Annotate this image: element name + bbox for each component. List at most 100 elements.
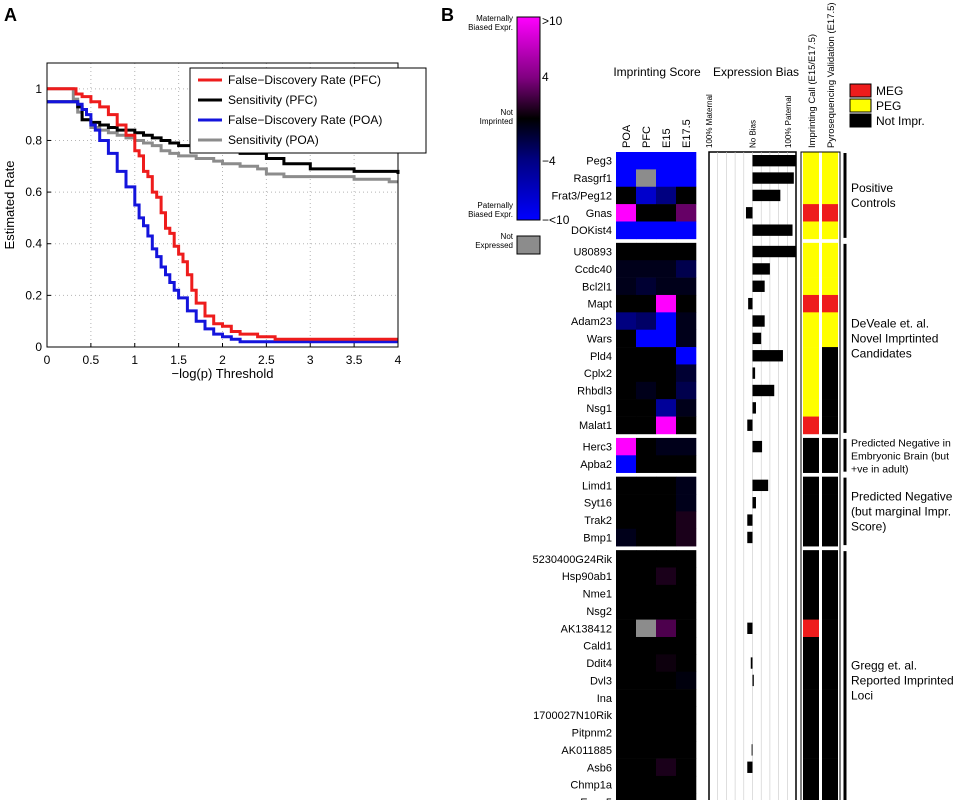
call-cell: [803, 636, 819, 655]
heatmap-cell: [616, 550, 637, 568]
panel-a-line-chart: 0 0.5 1 1.5 2 2.5 3 3.5 4 0 0.2 0.4 0.6 0.8 1 −log(p) T…: [2, 62, 427, 381]
heatmap-cell: [656, 381, 677, 400]
heatmap-cell: [676, 528, 697, 547]
bias-bar: [752, 479, 769, 492]
heatmap-cell: [656, 741, 677, 759]
heatmap-cell: [676, 636, 697, 655]
heatmap-cell: [616, 204, 637, 222]
bias-bar: [748, 297, 753, 310]
pyro-cell: [822, 775, 838, 794]
pyro-cell: [822, 723, 838, 742]
group-label: Predicted Negative: [851, 489, 953, 503]
heatmap-cell: [636, 476, 657, 495]
heatmap-cell: [636, 221, 657, 240]
heatmap-cell: [656, 152, 677, 170]
gene-label: Frat3/Peg12: [551, 190, 612, 202]
call-cell: [803, 654, 819, 673]
heatmap-cell: [656, 399, 677, 417]
not-expressed-swatch: [516, 235, 541, 255]
x-tick-label: 1.5: [170, 353, 187, 367]
heatmap-cell: [616, 364, 637, 383]
heatmap-cell: [656, 494, 677, 512]
legend-label: False−Discovery Rate (POA): [228, 113, 382, 127]
heatmap-cell: [676, 723, 697, 742]
gene-label: 1700027N10Rik: [533, 710, 612, 722]
call-column-label: Imprinting Call (E15/E17.5): [807, 34, 818, 148]
heatmap-cell: [636, 416, 657, 435]
gene-label: Gnas: [586, 208, 613, 220]
call-frame: [800, 151, 841, 805]
gene-label: Cplx2: [584, 368, 612, 380]
heatmap-cell: [656, 775, 677, 794]
gene-label: Mapt: [588, 299, 612, 311]
call-cell: [803, 242, 819, 261]
heatmap-cell: [636, 511, 657, 530]
bias-bar: [752, 440, 763, 453]
heatmap-cell: [636, 550, 657, 568]
bias-bar: [752, 189, 781, 202]
heatmap-cell: [616, 511, 637, 530]
pyro-cell: [822, 671, 838, 690]
colorbar-tick-label: −4: [542, 154, 556, 168]
heatmap-cell: [636, 437, 657, 456]
call-cell: [803, 494, 819, 512]
heatmap-cell: [616, 476, 637, 495]
bias-bar: [745, 207, 753, 219]
bias-bar: [752, 172, 794, 184]
bias-bar: [752, 280, 765, 292]
call-cell: [803, 671, 819, 690]
gene-label: Nsg1: [586, 403, 612, 415]
y-tick-label: 0.4: [25, 237, 42, 251]
call-column-label: Pyrosequencing Validation (E17.5): [826, 2, 837, 148]
pyro-cell: [822, 706, 838, 725]
heatmap-cell: [676, 381, 697, 400]
bias-bar: [752, 350, 783, 362]
pyro-cell: [822, 602, 838, 620]
colorbar-tick-label: >10: [542, 14, 563, 28]
plot-frame: [46, 62, 399, 348]
score-column-label: E17.5: [681, 119, 693, 148]
x-tick-label: 3.5: [346, 353, 363, 367]
heatmap-cell: [616, 636, 637, 655]
pyro-cell: [822, 455, 838, 473]
call-cell: [803, 550, 819, 568]
heatmap-cell: [636, 602, 657, 620]
x-tick-label: 1: [131, 353, 138, 367]
gene-label: Rasgrf1: [573, 173, 612, 185]
heatmap-cell: [676, 152, 697, 170]
heatmap-cell: [676, 437, 697, 456]
gene-label: Ina: [597, 693, 613, 705]
call-cell: [803, 347, 819, 365]
heatmap-cell: [636, 741, 657, 759]
heatmap-cell: [676, 221, 697, 240]
heatmap-cell: [656, 550, 677, 568]
colorbar-label: Biased Expr.: [468, 210, 513, 219]
bias-bar: [752, 332, 762, 345]
gene-label: AK138412: [561, 623, 612, 635]
gene-label: Asb6: [587, 762, 612, 774]
bias-bar: [752, 263, 770, 275]
heatmap-cell: [636, 399, 657, 417]
heatmap-cell: [636, 758, 657, 777]
heatmap-cell: [636, 775, 657, 794]
pyro-cell: [822, 636, 838, 655]
heatmap-cell: [616, 584, 637, 603]
gene-label: Cald1: [583, 641, 612, 653]
gene-label: Bcl2l1: [582, 281, 612, 293]
call-cell: [803, 689, 819, 707]
heatmap-cell: [616, 671, 637, 690]
heatmap-cell: [656, 671, 677, 690]
expression-bias-title: Expression Bias: [713, 65, 799, 79]
pyro-cell: [822, 511, 838, 530]
call-legend-label: MEG: [876, 84, 903, 98]
pyro-cell: [822, 741, 838, 759]
call-cell: [803, 294, 819, 313]
heatmap-cell: [656, 294, 677, 313]
bias-bar: [752, 315, 765, 327]
gene-label: Rhbdl3: [577, 385, 612, 397]
heatmap-cell: [656, 204, 677, 222]
pyro-cell: [822, 186, 838, 205]
heatmap-cell: [676, 758, 697, 777]
heatmap-cell: [676, 567, 697, 586]
heatmap-cell: [616, 654, 637, 673]
